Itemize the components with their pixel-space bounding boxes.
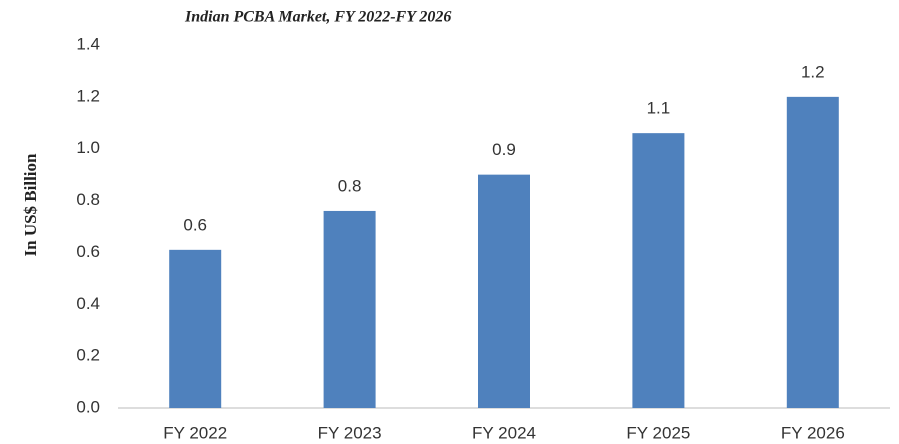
value-label: 0.9 xyxy=(492,140,516,159)
y-tick-label: 0.6 xyxy=(76,242,100,261)
bar xyxy=(786,96,839,408)
x-tick-label: FY 2026 xyxy=(781,423,845,442)
value-label: 0.8 xyxy=(338,176,362,195)
x-tick-label: FY 2025 xyxy=(626,423,690,442)
value-label: 0.6 xyxy=(183,215,207,234)
y-tick-label: 0.2 xyxy=(76,346,100,365)
y-tick-label: 1.0 xyxy=(76,138,100,157)
value-label: 1.2 xyxy=(801,62,825,81)
y-tick-label: 1.4 xyxy=(76,34,100,53)
y-tick-label: 0.8 xyxy=(76,190,100,209)
y-tick-label: 0.4 xyxy=(76,294,100,313)
x-tick-label: FY 2023 xyxy=(318,423,382,442)
bar xyxy=(478,174,530,408)
y-axis-label: In US$ Billion xyxy=(21,153,40,257)
y-tick-label: 1.2 xyxy=(76,86,100,105)
bar xyxy=(169,249,222,408)
x-tick-label: FY 2024 xyxy=(472,423,536,442)
bar xyxy=(632,133,685,408)
chart-title: Indian PCBA Market, FY 2022-FY 2026 xyxy=(184,9,451,26)
x-tick-label: FY 2022 xyxy=(163,423,227,442)
value-label: 1.1 xyxy=(647,99,671,118)
y-tick-label: 0.0 xyxy=(76,397,100,416)
bar xyxy=(323,210,376,408)
